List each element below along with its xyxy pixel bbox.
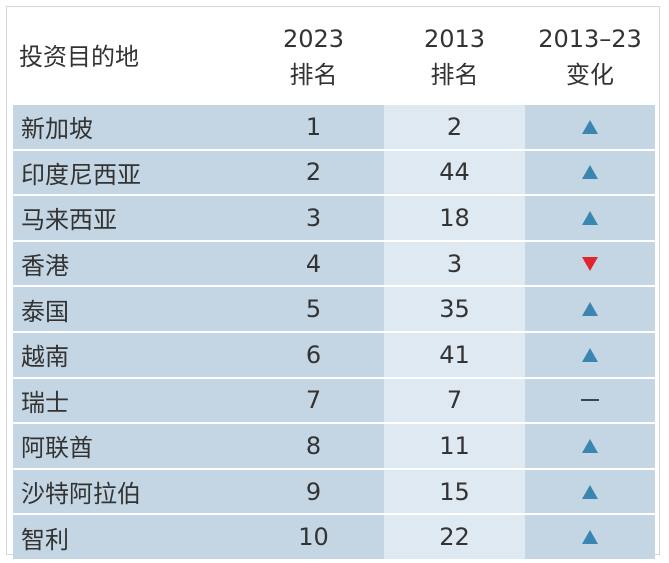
rank-2013-cell: 3 — [384, 241, 525, 286]
change-cell — [525, 287, 655, 331]
up-triangle-icon — [582, 165, 598, 180]
table-row: 新加坡 1 2 — [13, 105, 655, 151]
table-row: 马来西亚 3 18 — [13, 196, 655, 242]
header-rank-2023: 2023 排名 — [243, 17, 384, 97]
change-cell — [525, 150, 655, 195]
rank-2013-cell: 2 — [384, 105, 525, 149]
rank-2023-cell: 3 — [243, 196, 384, 240]
rank-2023-cell: 10 — [243, 515, 384, 559]
dash-icon — [581, 399, 599, 402]
header-change: 2013–23 变化 — [525, 17, 655, 97]
rank-2023-cell: 7 — [243, 378, 384, 423]
rank-2023-cell: 6 — [243, 333, 384, 377]
rank-2013-cell: 11 — [384, 424, 525, 468]
header-rank-2023-label: 排名 — [289, 61, 338, 89]
change-cell — [525, 105, 655, 149]
table-row: 越南 6 41 — [13, 333, 655, 379]
table-row: 沙特阿拉伯 9 15 — [13, 469, 655, 516]
up-triangle-icon — [582, 438, 598, 453]
up-triangle-icon — [582, 530, 598, 545]
change-cell — [525, 241, 655, 286]
table-row: 泰国 5 35 — [13, 287, 655, 333]
up-triangle-icon — [582, 210, 598, 225]
up-triangle-icon — [582, 484, 598, 499]
header-rank-2013-year: 2013 — [423, 25, 486, 53]
rank-2023-cell: 8 — [243, 424, 384, 468]
table-row: 香港 4 3 — [13, 241, 655, 288]
rank-2013-cell: 18 — [384, 196, 525, 240]
rank-2023-cell: 5 — [243, 287, 384, 331]
rank-2013-cell: 35 — [384, 287, 525, 331]
rank-2013-cell: 44 — [384, 150, 525, 195]
rank-2013-cell: 15 — [384, 469, 525, 514]
destination-cell: 新加坡 — [13, 105, 243, 149]
up-triangle-icon — [582, 347, 598, 362]
table-row: 阿联酋 8 11 — [13, 424, 655, 470]
rank-2023-cell: 9 — [243, 469, 384, 514]
destination-cell: 马来西亚 — [13, 196, 243, 240]
header-rank-2013: 2013 排名 — [384, 17, 525, 97]
change-cell — [525, 424, 655, 468]
header-destination-label: 投资目的地 — [19, 43, 139, 71]
rank-2013-cell: 7 — [384, 378, 525, 423]
header-destination: 投资目的地 — [19, 27, 219, 87]
ranking-table: 投资目的地 2023 排名 2013 排名 2013–23 变化 新加坡 1 2 印度… — [6, 6, 660, 561]
destination-cell: 瑞士 — [13, 378, 243, 423]
up-triangle-icon — [582, 119, 598, 134]
destination-cell: 沙特阿拉伯 — [13, 469, 243, 514]
change-cell — [525, 515, 655, 559]
destination-cell: 泰国 — [13, 287, 243, 331]
table-row: 印度尼西亚 2 44 — [13, 150, 655, 197]
up-triangle-icon — [582, 302, 598, 317]
destination-cell: 香港 — [13, 241, 243, 286]
rank-2013-cell: 22 — [384, 515, 525, 559]
header-change-period: 2013–23 — [538, 25, 642, 53]
table-row: 瑞士 7 7 — [13, 378, 655, 425]
header-rank-2023-year: 2023 — [282, 25, 345, 53]
change-cell — [525, 378, 655, 423]
destination-cell: 智利 — [13, 515, 243, 559]
rank-2023-cell: 1 — [243, 105, 384, 149]
header-rank-2013-label: 排名 — [430, 61, 479, 89]
change-cell — [525, 469, 655, 514]
table-row: 智利 10 22 — [13, 515, 655, 561]
destination-cell: 越南 — [13, 333, 243, 377]
destination-cell: 印度尼西亚 — [13, 150, 243, 195]
down-triangle-icon — [582, 256, 598, 271]
rank-2023-cell: 2 — [243, 150, 384, 195]
change-cell — [525, 196, 655, 240]
rank-2013-cell: 41 — [384, 333, 525, 377]
change-cell — [525, 333, 655, 377]
destination-cell: 阿联酋 — [13, 424, 243, 468]
rank-2023-cell: 4 — [243, 241, 384, 286]
header-change-label: 变化 — [566, 61, 614, 89]
table-header: 投资目的地 2023 排名 2013 排名 2013–23 变化 — [7, 7, 659, 107]
